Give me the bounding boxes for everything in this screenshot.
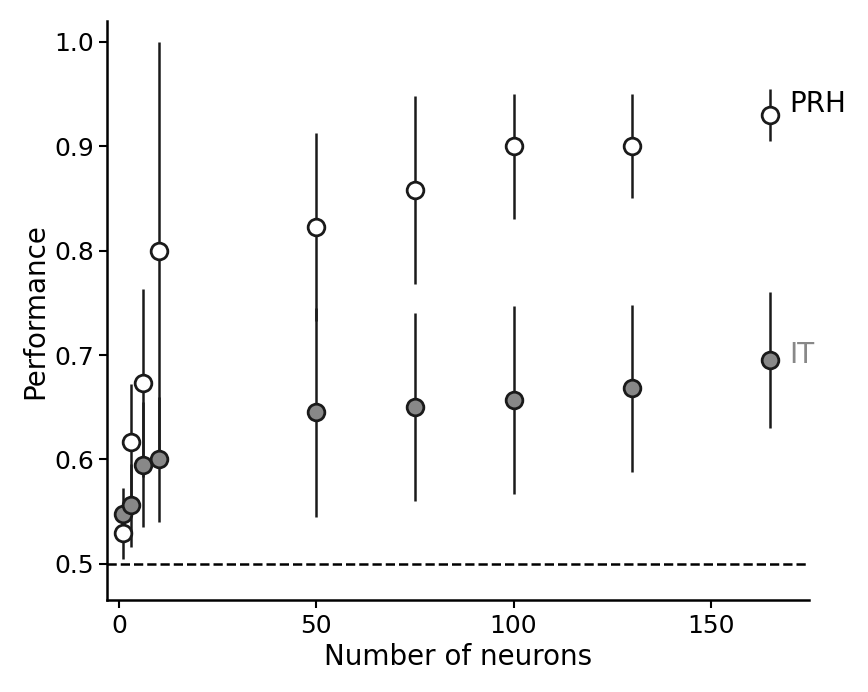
Text: IT: IT [790, 341, 814, 369]
Text: PRH: PRH [790, 91, 846, 118]
Y-axis label: Performance: Performance [21, 223, 49, 399]
X-axis label: Number of neurons: Number of neurons [325, 643, 592, 671]
